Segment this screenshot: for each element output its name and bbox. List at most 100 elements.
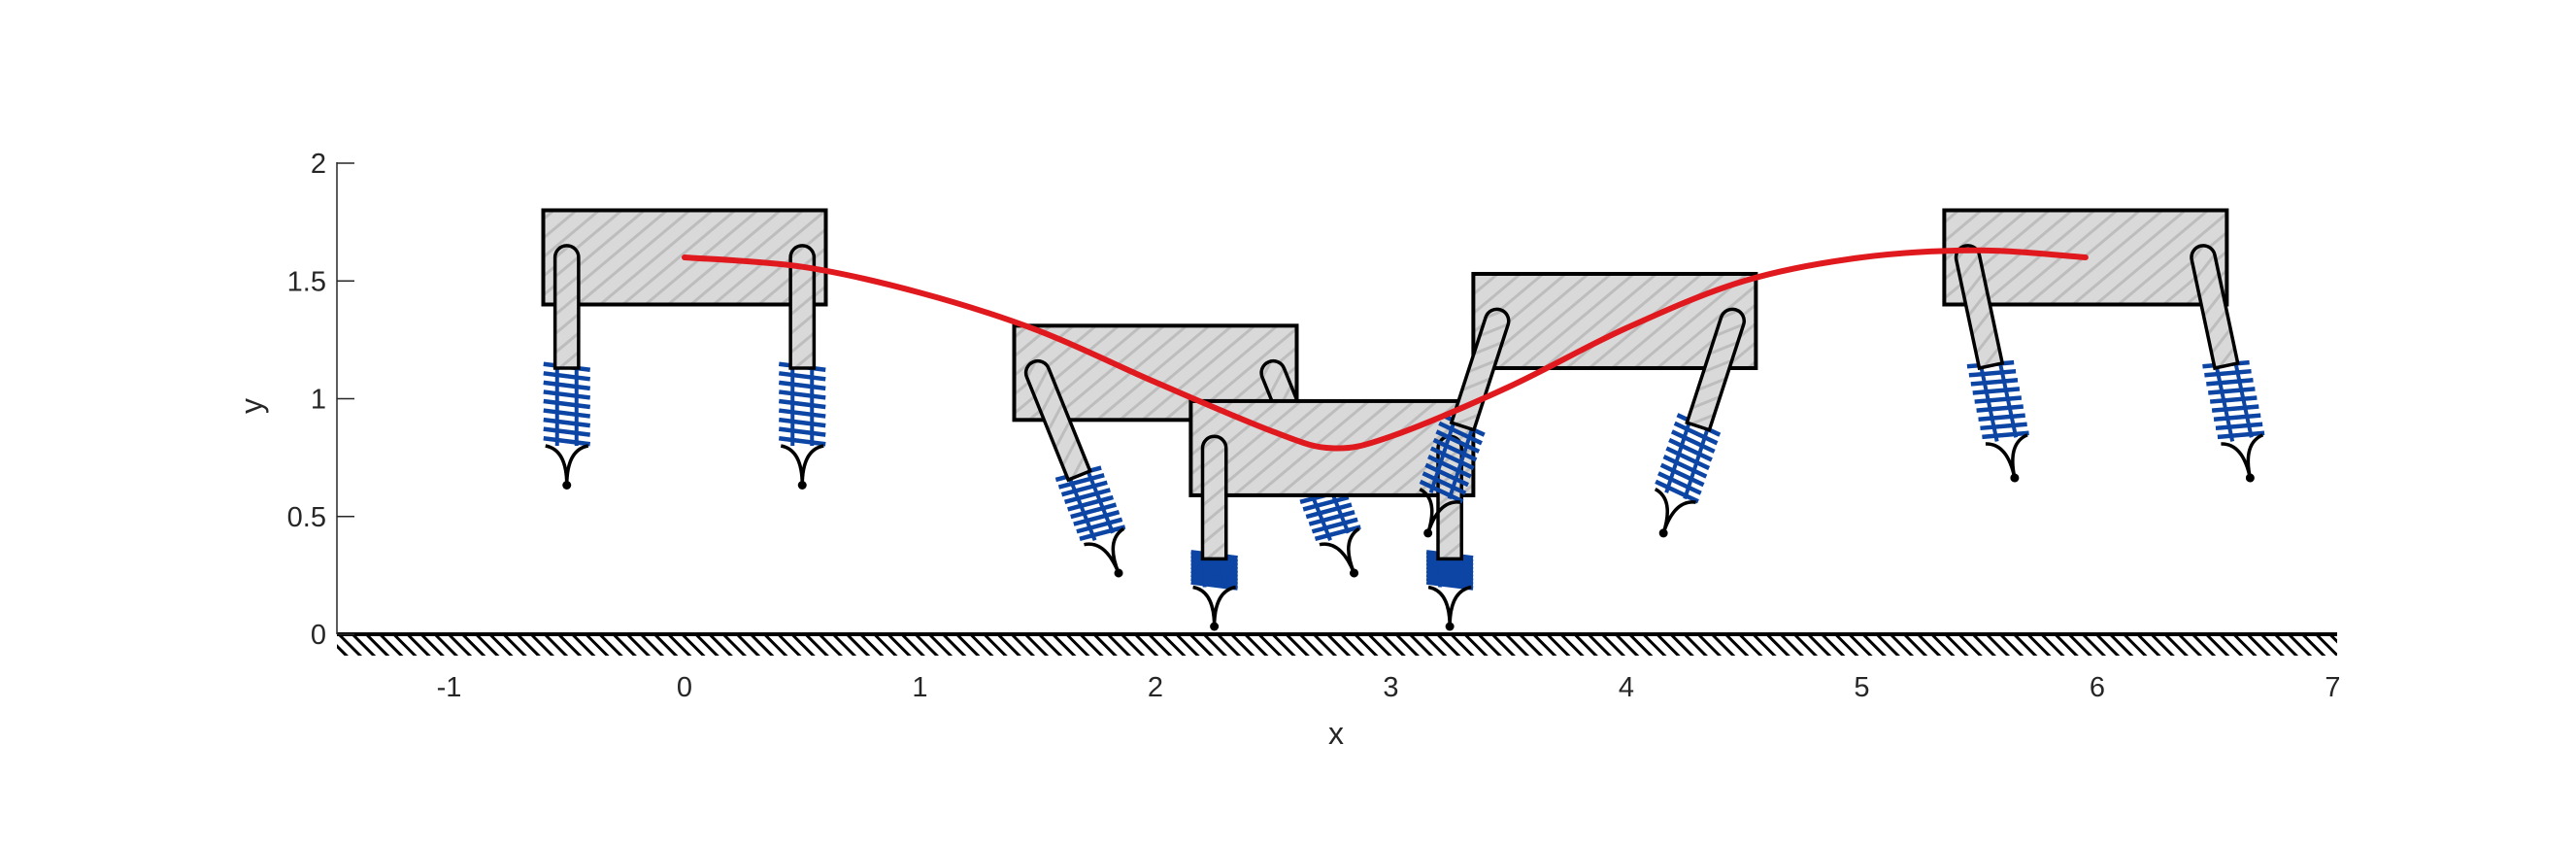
y-axis-label: y	[234, 398, 269, 414]
spring-coil	[1435, 429, 1481, 454]
spring-coil	[2206, 378, 2254, 387]
spring-coil	[1976, 404, 2024, 413]
spring-coil	[1665, 446, 1711, 471]
foot-point	[1350, 568, 1359, 578]
foot-point	[1114, 568, 1123, 578]
spring-coil	[543, 380, 591, 391]
spring-rail	[1066, 472, 1097, 541]
x-axis-ticks: -1 0 1 2 3 4 5 6 7	[437, 672, 2341, 703]
trajectory-series	[682, 247, 2089, 452]
leg	[1954, 244, 2029, 483]
spring-rail	[1084, 465, 1116, 534]
spring-coil	[778, 417, 826, 428]
spring-coil	[1190, 564, 1238, 576]
spring-coil	[1657, 471, 1702, 495]
spring-coil	[1190, 572, 1238, 583]
leg	[1654, 307, 1746, 538]
spring-coil	[2209, 395, 2258, 404]
spring-rail	[1428, 417, 1457, 493]
spring-coil	[1432, 437, 1478, 462]
axes: 0 0.5 1 1.5 2 -1 0 1 2 3 4 5 6 7 x y	[234, 149, 2341, 751]
spring-coil	[543, 408, 591, 419]
spring-coil	[1427, 455, 1472, 479]
leg	[1190, 434, 1238, 631]
spring-coil	[1314, 525, 1361, 542]
spring-rail	[2213, 361, 2235, 442]
leg	[2190, 244, 2265, 483]
spring-coil	[1076, 517, 1123, 534]
spring-coil	[1662, 455, 1708, 479]
x-tick-label: 5	[1854, 672, 1869, 703]
foot-point	[1445, 622, 1455, 631]
ground	[337, 632, 2337, 656]
spring-coil	[1970, 378, 2019, 387]
spring-coil	[1980, 422, 2027, 431]
spring-coil	[1425, 557, 1474, 568]
spring-coil	[1670, 429, 1716, 454]
spring-coil	[1305, 502, 1353, 520]
spring-coil	[1060, 480, 1108, 497]
foot-point	[2245, 473, 2255, 483]
spring-coil	[1190, 576, 1238, 587]
spring-coil	[543, 417, 591, 428]
spring-coil	[1974, 395, 2023, 404]
upper-leg	[1023, 358, 1092, 483]
spring-coil	[778, 435, 826, 447]
y-tick-label: 1.5	[287, 266, 326, 297]
spring-rail	[2232, 357, 2254, 438]
spring-rail	[1664, 417, 1693, 493]
spring-coil	[1438, 421, 1483, 446]
x-tick-label: 3	[1383, 672, 1398, 703]
spring-coil	[1429, 446, 1475, 471]
foot-point	[1210, 622, 1220, 631]
foot-point	[1423, 528, 1433, 538]
spring-coil	[1982, 430, 2029, 440]
spring-rail	[1683, 423, 1712, 500]
spring-coil	[1425, 560, 1474, 572]
foot-point	[562, 481, 572, 490]
foot-point	[2010, 473, 2020, 483]
spring-coil	[1070, 502, 1118, 520]
spring-coil	[543, 398, 591, 410]
spring-coil	[1302, 494, 1350, 512]
spring-coil	[1424, 462, 1469, 488]
spring-rail	[1447, 423, 1476, 500]
spring-coil	[543, 389, 591, 400]
spring-coil	[1425, 564, 1474, 576]
spring-coil	[1659, 462, 1705, 488]
spring-coil	[1655, 479, 1699, 504]
spring-coil	[543, 435, 591, 447]
x-tick-label: 1	[912, 672, 927, 703]
y-tick-label: 0	[311, 620, 326, 651]
spring-coil	[778, 380, 826, 391]
upper-leg	[788, 244, 817, 370]
upper-leg	[552, 244, 581, 370]
hopper-snapshot	[1419, 271, 1758, 538]
leg	[1023, 358, 1126, 578]
x-tick-label: 4	[1619, 672, 1634, 703]
spring-coil	[1425, 568, 1474, 580]
spring-coil	[1419, 479, 1464, 504]
spring-coil	[543, 426, 591, 437]
spring-coil	[1311, 517, 1358, 534]
y-tick-label: 1	[311, 385, 326, 416]
x-tick-label: -1	[437, 672, 462, 703]
spring-coil	[1064, 488, 1111, 504]
spring-coil	[1190, 557, 1238, 568]
spring-coil	[1308, 510, 1355, 526]
spring-rail	[1978, 361, 1999, 442]
y-tick-label: 0.5	[287, 502, 326, 533]
spring-coil	[1422, 471, 1467, 495]
upper-leg	[1954, 244, 2005, 371]
spring-coil	[1067, 494, 1114, 512]
ground-hatch	[337, 634, 2337, 656]
spring-coil	[1190, 560, 1238, 572]
x-tick-label: 0	[677, 672, 692, 703]
spring-coil	[2217, 430, 2265, 440]
spring-coil	[1673, 421, 1719, 446]
trajectory-line	[682, 247, 2089, 452]
spring-coil	[2213, 413, 2261, 422]
spring-coil	[1190, 568, 1238, 580]
foot-point	[1658, 528, 1668, 538]
